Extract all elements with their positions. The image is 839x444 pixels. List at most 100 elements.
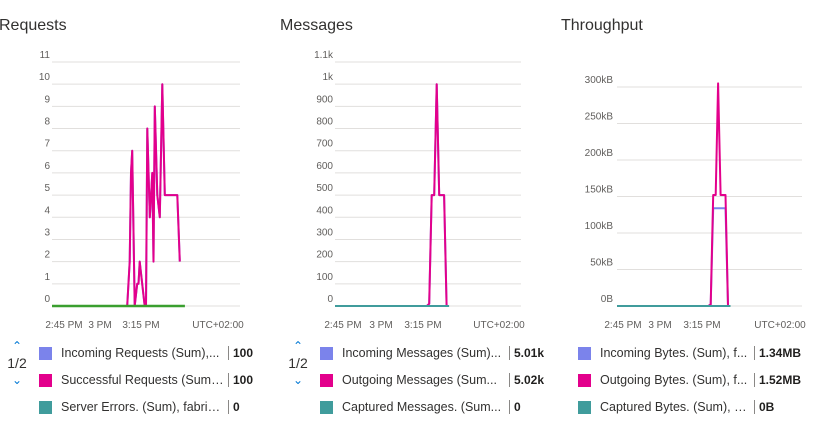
legend-swatch [578, 400, 591, 414]
legend-pager: ⌃ 1/2 ⌄ [288, 340, 308, 386]
y-tick-label: 250kB [585, 112, 614, 123]
legend-item[interactable]: Incoming Bytes. (Sum), f... 1.34MB [578, 343, 801, 363]
legend-swatch [320, 400, 333, 414]
y-tick-label: 800 [316, 117, 333, 128]
series-line-2[interactable] [52, 83, 181, 307]
requests-panel: Requests 0 1 2 3 4 5 6 7 8 9 10 11 2:45 PM 3 PM 3:15 P… [0, 0, 270, 444]
y-tick-label: 100kB [585, 221, 614, 232]
y-tick-label: 9 [44, 94, 50, 105]
y-tick-label: 4 [44, 205, 50, 216]
legend-label: Captured Bytes. (Sum), fa... [600, 400, 750, 414]
y-tick-label: 100 [316, 272, 333, 283]
legend-swatch [39, 400, 52, 414]
legend-value: 0 [514, 400, 521, 414]
messages-panel: Messages 0 100 200 300 400 500 600 700 800 900 1k 1… [280, 0, 550, 444]
y-tick-label: 8 [44, 117, 50, 128]
legend-item[interactable]: Server Errors. (Sum), fabric... 0 [39, 397, 240, 417]
legend-item[interactable]: Incoming Requests (Sum),... 100 [39, 343, 253, 363]
legend-label: Outgoing Bytes. (Sum), f... [600, 373, 748, 387]
y-tick-label: 150kB [585, 185, 614, 196]
y-tick-label: 400 [316, 205, 333, 216]
legend-swatch [320, 346, 333, 360]
x-tick-label: 3 PM [648, 320, 671, 331]
legend-value: 5.02k [514, 373, 545, 387]
legend-value: 100 [233, 346, 254, 360]
y-tick-label: 1.1k [314, 50, 334, 61]
x-tick-label: 3 PM [369, 320, 392, 331]
chevron-up-icon[interactable]: ⌃ [11, 339, 23, 353]
legend-value: 5.01k [514, 346, 545, 360]
legend-item[interactable]: Captured Bytes. (Sum), fa... 0B [578, 397, 774, 417]
x-tick-label: 2:45 PM [324, 320, 361, 331]
series-line-2[interactable] [617, 82, 729, 307]
legend-value: 0B [759, 400, 775, 414]
y-tick-label: 10 [39, 72, 51, 83]
y-tick-label: 300kB [585, 75, 614, 86]
legend-swatch [320, 373, 333, 387]
y-tick-label: 3 [44, 227, 50, 238]
legend-item[interactable]: Outgoing Bytes. (Sum), f... 1.52MB [578, 370, 801, 390]
legend-value: 1.52MB [759, 373, 802, 387]
y-tick-label: 900 [316, 94, 333, 105]
messages-chart[interactable]: 0 100 200 300 400 500 600 700 800 900 1k 1.1k 2:45 P… [280, 0, 550, 340]
legend-divider [509, 400, 510, 414]
y-tick-label: 500 [316, 183, 333, 194]
legend-label: Outgoing Messages (Sum... [342, 373, 497, 387]
x-tick-label: 3:15 PM [683, 320, 720, 331]
y-tick-label: 200kB [585, 148, 614, 159]
y-tick-label: 6 [44, 161, 50, 172]
series-line-2[interactable] [335, 83, 448, 307]
throughput-panel: Throughput 0B 50kB 100kB 150kB 200kB 250kB 300… [561, 0, 831, 444]
timezone-label: UTC+02:00 [754, 320, 806, 331]
legend-swatch [39, 346, 52, 360]
legend-label: Server Errors. (Sum), fabric... [61, 400, 224, 414]
legend-divider [509, 373, 510, 387]
y-tick-label: 11 [40, 50, 51, 61]
legend-page-indicator: 1/2 [288, 355, 308, 371]
legend-label: Incoming Messages (Sum)... [342, 346, 502, 360]
chevron-down-icon[interactable]: ⌄ [11, 373, 23, 387]
legend-item[interactable]: Outgoing Messages (Sum... 5.02k [320, 370, 544, 390]
legend-divider [754, 400, 755, 414]
legend-label: Captured Messages. (Sum... [342, 400, 502, 414]
y-tick-label: 0 [44, 294, 50, 305]
chart-title: Messages [280, 17, 353, 34]
timezone-label: UTC+02:00 [192, 320, 244, 331]
y-tick-label: 1 [44, 272, 50, 283]
timezone-label: UTC+02:00 [473, 320, 525, 331]
x-tick-label: 3 PM [88, 320, 111, 331]
legend-divider [228, 373, 229, 387]
y-tick-label: 0B [601, 294, 614, 305]
chevron-down-icon[interactable]: ⌄ [292, 373, 304, 387]
x-tick-label: 3:15 PM [122, 320, 159, 331]
legend-divider [754, 373, 755, 387]
legend-item[interactable]: Successful Requests (Sum)... 100 [39, 370, 253, 390]
legend-swatch [39, 373, 52, 387]
y-tick-label: 300 [316, 227, 333, 238]
legend-swatch [578, 346, 591, 360]
chevron-up-icon[interactable]: ⌃ [292, 339, 304, 353]
legend-pager: ⌃ 1/2 ⌄ [7, 340, 27, 386]
legend-divider [228, 400, 229, 414]
x-tick-label: 3:15 PM [404, 320, 441, 331]
legend-label: Incoming Requests (Sum),... [61, 346, 220, 360]
y-tick-label: 1k [322, 72, 334, 83]
legend-value: 100 [233, 373, 254, 387]
legend-label: Successful Requests (Sum)... [61, 373, 224, 387]
legend-item[interactable]: Incoming Messages (Sum)... 5.01k [320, 343, 544, 363]
y-tick-label: 7 [44, 139, 50, 150]
x-tick-label: 2:45 PM [45, 320, 82, 331]
legend-divider [754, 346, 755, 360]
requests-chart[interactable]: 0 1 2 3 4 5 6 7 8 9 10 11 2:45 PM 3 PM 3:15 PM UTC+02:0… [0, 0, 270, 340]
throughput-chart[interactable]: 0B 50kB 100kB 150kB 200kB 250kB 300kB 2:45 PM 3 … [561, 0, 831, 340]
legend-page-indicator: 1/2 [7, 355, 27, 371]
legend-item[interactable]: Captured Messages. (Sum... 0 [320, 397, 521, 417]
legend-swatch [578, 373, 591, 387]
chart-title: Throughput [561, 17, 643, 34]
y-tick-label: 50kB [590, 258, 613, 269]
x-tick-label: 2:45 PM [604, 320, 641, 331]
y-tick-label: 600 [316, 161, 333, 172]
legend-value: 0 [233, 400, 240, 414]
legend-divider [228, 346, 229, 360]
legend-value: 1.34MB [759, 346, 802, 360]
